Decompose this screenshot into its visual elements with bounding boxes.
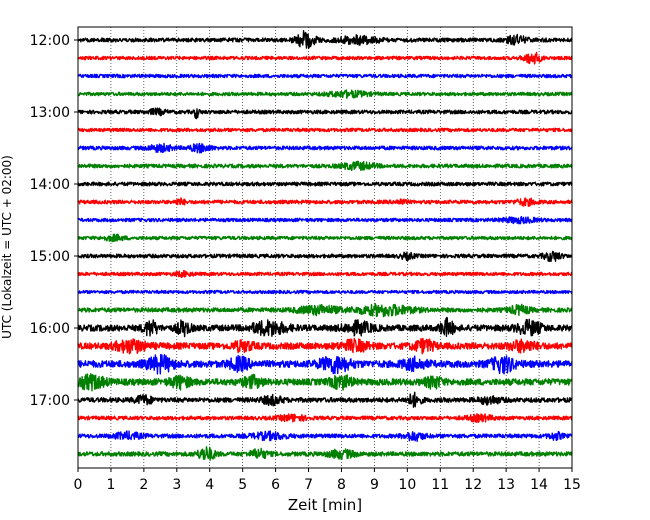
- x-tick-label: 0: [74, 477, 83, 493]
- x-tick-label: 4: [205, 477, 214, 493]
- y-tick-label: 13:00: [30, 105, 70, 121]
- trace-line: [77, 337, 573, 355]
- y-tick-label: 14:00: [30, 177, 70, 193]
- trace-line: [77, 250, 573, 262]
- x-tick-label: 12: [464, 477, 482, 493]
- x-tick-label: 14: [530, 477, 548, 493]
- trace-line: [77, 73, 573, 79]
- trace-line: [77, 289, 573, 295]
- trace-group: [77, 30, 573, 461]
- x-tick-label: 3: [172, 477, 181, 493]
- y-tick-label: 12:00: [30, 33, 70, 49]
- x-tick-label: 11: [431, 477, 449, 493]
- y-tick-label: 17:00: [30, 393, 70, 409]
- trace-line: [77, 391, 573, 408]
- x-tick-label: 9: [370, 477, 379, 493]
- x-tick-label: 2: [139, 477, 148, 493]
- trace-line: [77, 107, 573, 120]
- x-tick-label: 6: [271, 477, 280, 493]
- trace-line: [77, 303, 573, 318]
- x-tick-label: 15: [563, 477, 581, 493]
- y-tick-label: 15:00: [30, 249, 70, 265]
- x-tick-label: 10: [398, 477, 416, 493]
- trace-line: [77, 51, 573, 65]
- trace-line: [77, 430, 573, 442]
- trace-line: [77, 160, 573, 172]
- trace-line: [77, 197, 573, 207]
- trace-line: [77, 373, 573, 392]
- trace-line: [77, 127, 573, 133]
- trace-line: [77, 353, 573, 375]
- trace-line: [77, 181, 573, 187]
- x-axis: 0 1 2 3 4 5 6 7 8 9 10 11 12 13 14 15: [74, 468, 581, 493]
- y-axis: 12:00 13:00 14:00 15:00 16:00 17:00: [30, 33, 78, 409]
- trace-line: [77, 30, 573, 49]
- trace-line: [77, 316, 573, 338]
- trace-line: [77, 215, 573, 225]
- trace-line: [77, 89, 573, 99]
- x-tick-label: 13: [497, 477, 515, 493]
- x-tick-label: 1: [106, 477, 115, 493]
- y-axis-label: UTC (Lokalzeit = UTC + 02:00): [0, 155, 14, 339]
- x-tick-label: 7: [304, 477, 313, 493]
- trace-line: [77, 233, 573, 243]
- trace-line: [77, 446, 573, 461]
- x-axis-label: Zeit [min]: [288, 496, 362, 514]
- trace-line: [77, 142, 573, 154]
- plot-frame: [77, 26, 573, 469]
- y-tick-label: 16:00: [30, 321, 70, 337]
- x-tick-label: 5: [238, 477, 247, 493]
- trace-line: [77, 413, 573, 423]
- trace-line: [77, 269, 573, 279]
- x-tick-label: 8: [337, 477, 346, 493]
